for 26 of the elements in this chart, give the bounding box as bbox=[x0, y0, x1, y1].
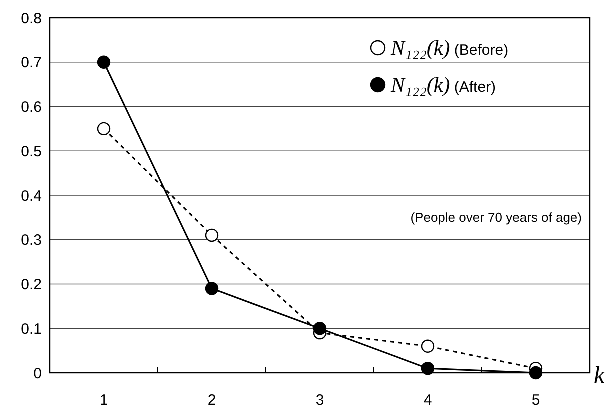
y-tick-label: 0.8 bbox=[21, 10, 42, 28]
x-tick-label: 4 bbox=[424, 392, 432, 409]
point bbox=[421, 340, 435, 353]
legend-label: N₁₂₂(k) (Before) bbox=[390, 36, 509, 60]
x-tick-label: 2 bbox=[208, 392, 216, 409]
y-tick-label: 0.1 bbox=[21, 320, 42, 338]
x-tick-label: 1 bbox=[100, 392, 108, 409]
x-axis-title: k bbox=[594, 363, 605, 389]
point bbox=[313, 322, 327, 336]
x-tick-label: 3 bbox=[316, 392, 324, 409]
y-tick-label: 0.6 bbox=[21, 99, 42, 116]
y-tick-label: 0.5 bbox=[21, 143, 42, 160]
x-tick-label: 5 bbox=[532, 392, 540, 409]
point bbox=[529, 366, 543, 380]
point bbox=[205, 282, 219, 296]
y-tick-label: 0.7 bbox=[21, 54, 42, 72]
point bbox=[97, 56, 111, 69]
point bbox=[421, 362, 435, 376]
y-tick-label: 0.3 bbox=[21, 232, 42, 250]
y-tick-label: 0 bbox=[34, 365, 42, 382]
y-tick-label: 0.2 bbox=[21, 276, 42, 294]
y-tick-label: 0.4 bbox=[21, 188, 42, 205]
annotation: (People over 70 years of age) bbox=[410, 210, 582, 225]
point bbox=[205, 228, 219, 242]
point bbox=[97, 122, 111, 136]
legend-label: N₁₂₂(k) (After) bbox=[390, 73, 496, 97]
